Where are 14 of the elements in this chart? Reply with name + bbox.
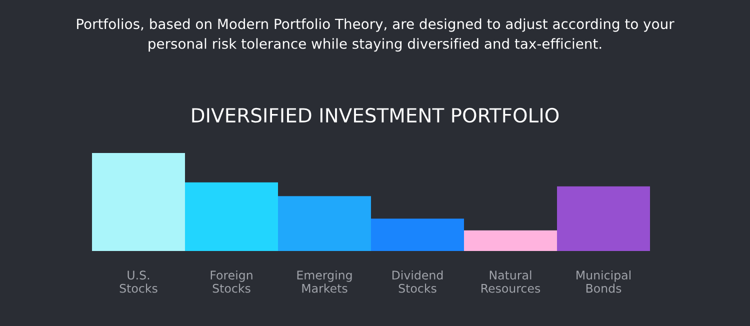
bar (185, 182, 278, 251)
bar (92, 153, 185, 251)
chart-title: DIVERSIFIED INVESTMENT PORTFOLIO (192, 108, 559, 123)
x-tick-label: U.S. Stocks (120, 270, 158, 293)
bar (278, 196, 371, 251)
bar (464, 230, 557, 251)
bar (557, 186, 650, 251)
x-tick-label: Dividend Stocks (392, 270, 443, 293)
x-tick-label: Emerging Markets (297, 270, 352, 293)
bar (371, 218, 464, 251)
chart-subtitle: Portfolios, based on Modern Portfolio Theory, are designed to adjust according to your personal risk tolerance while staying diversified and tax-efficient. (77, 18, 674, 52)
x-tick-label: Municipal Bonds (576, 270, 630, 293)
x-tick-label: Foreign Stocks (210, 270, 252, 293)
x-tick-label: Natural Resources (482, 270, 540, 293)
